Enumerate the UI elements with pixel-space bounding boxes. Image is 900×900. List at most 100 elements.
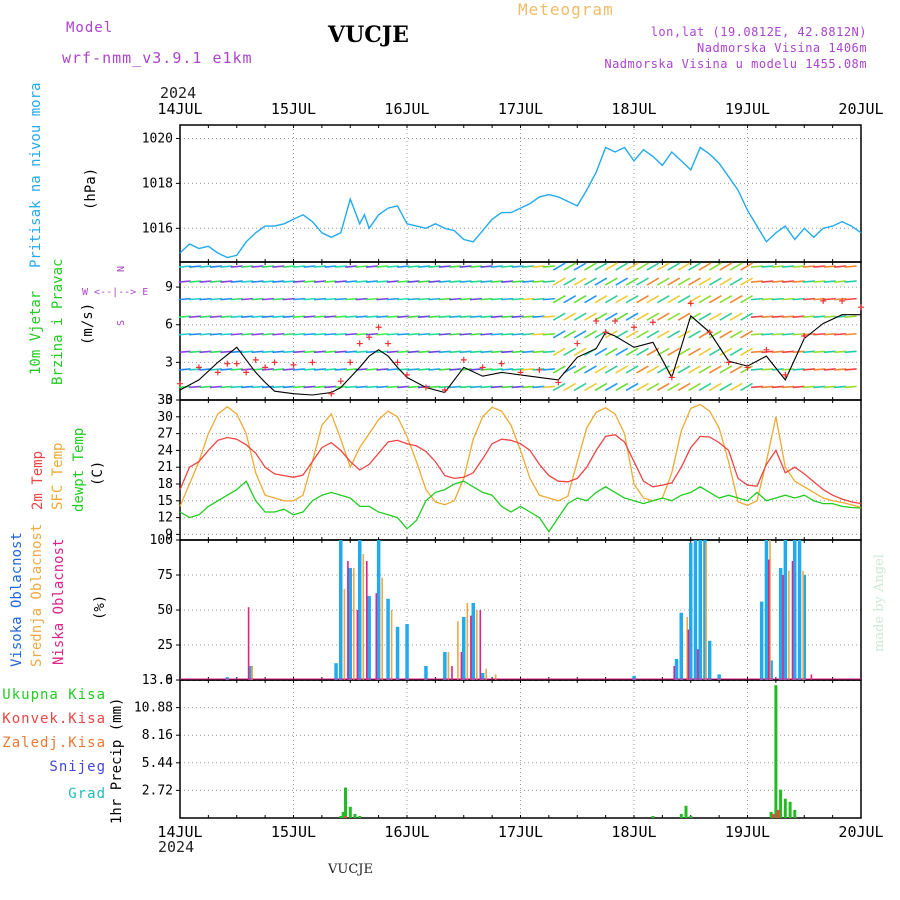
wind-barb xyxy=(594,365,608,374)
wind-barb xyxy=(688,365,701,374)
wind-barb xyxy=(480,350,493,354)
wind-barb xyxy=(584,365,597,374)
wind-barb xyxy=(449,385,462,389)
wind-barb xyxy=(386,265,399,268)
wind-barb xyxy=(750,280,764,283)
wind-barb xyxy=(656,382,670,392)
wind-barb xyxy=(656,365,670,374)
wind-barb xyxy=(199,297,212,301)
wind-barb xyxy=(189,297,202,301)
cloud-bar xyxy=(347,561,349,680)
wind-barb xyxy=(511,332,524,336)
wind-gust-marker xyxy=(224,360,231,367)
wind-barb xyxy=(646,262,660,271)
wind-barb xyxy=(667,294,681,304)
wind-barb xyxy=(293,350,306,354)
wind-barb xyxy=(771,368,784,371)
wind-barb xyxy=(522,332,535,336)
wind-barb xyxy=(282,350,295,354)
wind-barb xyxy=(490,350,503,354)
wind-barb xyxy=(345,280,358,283)
wind-barb xyxy=(230,297,243,301)
wind-barb xyxy=(230,350,243,354)
wind-barb xyxy=(584,382,597,392)
precip-bar xyxy=(679,813,683,818)
precip-bar xyxy=(783,798,787,818)
wind-barb xyxy=(480,385,493,389)
wind-gust-marker xyxy=(782,371,789,378)
wind-barb xyxy=(178,280,191,283)
wind-barb xyxy=(719,277,733,286)
wind-barb xyxy=(365,280,379,283)
wind-gust-marker xyxy=(820,297,827,304)
wind-barb xyxy=(345,332,358,336)
cloud-bar xyxy=(339,540,343,680)
wind-barb xyxy=(220,332,233,336)
wind-barb xyxy=(823,265,836,268)
wind-barb xyxy=(251,280,264,283)
wind-barb xyxy=(459,280,472,283)
wind-barb xyxy=(272,315,285,318)
cloud-bar xyxy=(764,540,769,680)
wind-barb xyxy=(178,265,191,268)
wind-barb xyxy=(303,265,316,268)
wind-barb xyxy=(334,332,347,336)
wind-barb xyxy=(542,265,555,268)
wind-barb xyxy=(625,382,639,392)
wind-barb xyxy=(522,280,535,283)
y-tick-label: 50 xyxy=(157,603,173,618)
cloud-bar xyxy=(356,610,359,680)
wind-gust-marker xyxy=(233,360,240,367)
wind-barb xyxy=(313,280,327,283)
wind-barb xyxy=(334,265,347,268)
wind-barb xyxy=(771,265,784,268)
wind-gust-marker xyxy=(404,371,410,378)
wind-barb xyxy=(677,347,691,357)
wind-barb xyxy=(761,265,774,268)
cloud-bar xyxy=(466,603,469,680)
wind-barb xyxy=(189,265,202,268)
sfc-temp-line xyxy=(179,403,862,509)
wind-barb xyxy=(646,312,660,321)
wind-barb xyxy=(708,277,722,286)
wind-barb xyxy=(740,347,753,357)
wind-barb xyxy=(241,265,254,268)
wind-barb xyxy=(511,368,524,371)
wind-barb xyxy=(459,297,472,301)
wind-barb xyxy=(792,297,805,301)
wind-barb xyxy=(303,368,316,371)
wind-barb xyxy=(522,265,535,268)
y-tick-label: 6 xyxy=(165,318,173,333)
wind-barb xyxy=(438,280,451,283)
wind-barb xyxy=(834,385,847,389)
cloud-bar xyxy=(778,568,783,680)
wind-barb xyxy=(178,332,191,336)
wind-barb xyxy=(251,265,264,268)
y-tick-label: 27 xyxy=(157,427,173,442)
precip-bar xyxy=(348,806,352,818)
wind-barb xyxy=(677,365,691,374)
wind-barb xyxy=(365,297,379,301)
wind-barb xyxy=(761,297,774,301)
wind-barb xyxy=(209,315,223,318)
wind-gust-marker xyxy=(441,386,448,393)
wind-barb xyxy=(584,330,597,339)
precip-bar xyxy=(344,816,347,818)
wind-barb xyxy=(220,368,233,371)
wind-barb xyxy=(667,277,681,286)
wind-barb xyxy=(313,385,327,389)
wind-barb xyxy=(251,332,264,336)
wind-barb xyxy=(542,368,555,371)
wind-barb xyxy=(594,382,608,392)
wind-barb xyxy=(656,294,670,304)
wind-barb xyxy=(334,315,347,318)
wind-gust-marker xyxy=(366,334,373,341)
wind-barb xyxy=(771,350,784,354)
wind-barb xyxy=(428,265,441,268)
wind-gust-marker xyxy=(385,340,392,347)
cloud-label-mid: Srednja Oblacnost xyxy=(29,523,45,667)
wind-barb xyxy=(604,294,618,304)
wind-barb xyxy=(355,350,368,354)
cloud-bar xyxy=(386,598,390,680)
wind-barb xyxy=(636,365,649,374)
